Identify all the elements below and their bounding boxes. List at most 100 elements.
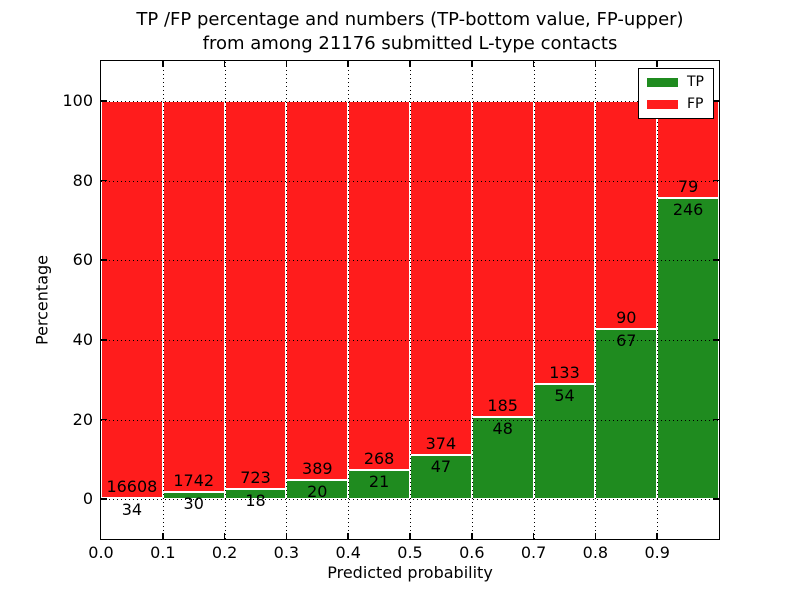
- tick-bottom: [471, 533, 473, 539]
- gridline-x-0.4: [348, 61, 350, 539]
- tp-count-label-9: 246: [672, 199, 704, 219]
- fp-count-label-6: 185: [487, 396, 518, 416]
- fp-count-label-8: 90: [616, 308, 637, 328]
- gridline-x-0.1: [162, 61, 164, 539]
- legend-label-fp: FP: [687, 96, 704, 112]
- gridline-x-0.8: [595, 61, 597, 539]
- legend-row-fp: FP: [647, 97, 704, 112]
- fp-count-label-4: 268: [363, 449, 395, 469]
- bar-segment-fp-4: [348, 100, 410, 471]
- tick-bottom: [285, 533, 288, 539]
- chart-title-line1: TP /FP percentage and numbers (TP-bottom…: [136, 9, 684, 30]
- ytick-label-100: 100: [62, 90, 93, 110]
- tick-top: [594, 61, 597, 67]
- tick-bottom: [532, 533, 535, 539]
- tp-count-label-8: 67: [616, 331, 637, 351]
- fp-count-label-1: 1742: [173, 471, 215, 491]
- bar-segment-tp-9: [657, 197, 719, 500]
- tick-top: [532, 61, 535, 67]
- gridline-x-0.3: [286, 61, 288, 539]
- fp-count-label-5: 374: [425, 433, 457, 453]
- tick-top: [162, 61, 164, 67]
- tick-right: [713, 100, 719, 102]
- tp-count-label-1: 30: [183, 494, 204, 514]
- xtick-label-0.4: 0.4: [335, 543, 361, 562]
- tp-color-swatch: [647, 78, 678, 87]
- bar-segment-tp-8: [595, 329, 658, 500]
- ytick-label-60: 60: [72, 250, 93, 270]
- tick-right: [713, 179, 719, 182]
- fp-count-label-3: 389: [302, 458, 333, 478]
- tick-top: [471, 61, 473, 67]
- legend-row-tp: TP: [647, 75, 704, 90]
- tick-left: [101, 418, 107, 421]
- legend: TP FP: [638, 68, 714, 119]
- tp-count-label-2: 18: [245, 491, 266, 511]
- tick-top: [409, 61, 411, 67]
- gridline-x-0.5: [410, 61, 411, 539]
- tick-bottom: [409, 533, 411, 539]
- tp-count-label-7: 54: [554, 386, 575, 406]
- xtick-label-0.0: 0.0: [88, 543, 114, 562]
- x-axis-label: Predicted probability: [327, 563, 493, 582]
- tp-count-label-0: 34: [121, 500, 143, 520]
- gridline-x-0.6: [471, 61, 473, 539]
- xtick-label-0.9: 0.9: [644, 543, 670, 562]
- bar-segment-tp-7: [533, 384, 596, 500]
- fp-count-label-2: 723: [240, 468, 271, 488]
- xtick-label-0.8: 0.8: [582, 543, 609, 562]
- tick-bottom: [223, 533, 226, 539]
- tp-count-label-6: 48: [492, 419, 513, 439]
- fp-count-label-7: 133: [549, 363, 580, 383]
- ytick-label-40: 40: [72, 329, 93, 349]
- bar-segment-fp-6: [471, 100, 534, 418]
- tp-count-label-3: 20: [307, 481, 328, 501]
- tick-bottom: [594, 533, 597, 539]
- bar-segment-fp-2: [224, 100, 287, 490]
- tick-bottom: [347, 533, 349, 539]
- xtick-label-0.2: 0.2: [211, 543, 238, 562]
- xtick-label-0.6: 0.6: [459, 543, 485, 562]
- tick-right: [713, 259, 719, 261]
- bar-segment-tp-4: [348, 470, 410, 500]
- bar-segment-tp-6: [471, 417, 534, 500]
- gridline-x-0.7: [533, 61, 535, 539]
- bar-segment-fp-8: [595, 100, 658, 330]
- tick-top: [656, 61, 658, 67]
- xtick-label-0.3: 0.3: [273, 543, 300, 562]
- ytick-label-20: 20: [72, 409, 93, 429]
- tick-left: [101, 100, 107, 102]
- tp-count-label-4: 21: [368, 472, 390, 492]
- tick-top: [285, 61, 288, 67]
- legend-label-tp: TP: [687, 74, 704, 90]
- tp-count-label-5: 47: [430, 456, 452, 476]
- bar-segment-fp-5: [410, 100, 472, 455]
- tick-bottom: [162, 533, 164, 539]
- tick-left: [101, 179, 107, 182]
- fp-count-label-0: 16608: [106, 477, 158, 497]
- bar-segment-fp-0: [101, 100, 163, 499]
- tick-right: [713, 498, 719, 500]
- bar-segment-fp-3: [286, 100, 349, 480]
- tick-top: [347, 61, 349, 67]
- tick-bottom: [656, 533, 658, 539]
- tick-left: [101, 498, 107, 500]
- tick-left: [101, 259, 107, 261]
- plot-area: TP FP 16608 34 1742 30 723 18 389 20 268 21 374 47 1…: [100, 60, 720, 540]
- chart-title: TP /FP percentage and numbers (TP-bottom…: [100, 8, 720, 56]
- ytick-label-80: 80: [72, 170, 93, 190]
- gridline-x-0.9: [657, 61, 659, 539]
- xtick-label-0.1: 0.1: [150, 543, 176, 562]
- bar-segment-fp-1: [162, 100, 225, 493]
- fp-count-label-9: 79: [677, 176, 699, 196]
- tick-right: [713, 339, 719, 341]
- tick-top: [223, 61, 226, 67]
- tick-left: [101, 339, 107, 341]
- ytick-label-0: 0: [82, 489, 93, 509]
- bar-segment-fp-7: [533, 100, 596, 385]
- gridline-x-0.2: [224, 61, 226, 539]
- tick-right: [713, 418, 719, 421]
- xtick-label-0.5: 0.5: [397, 543, 423, 562]
- fp-color-swatch: [647, 100, 678, 109]
